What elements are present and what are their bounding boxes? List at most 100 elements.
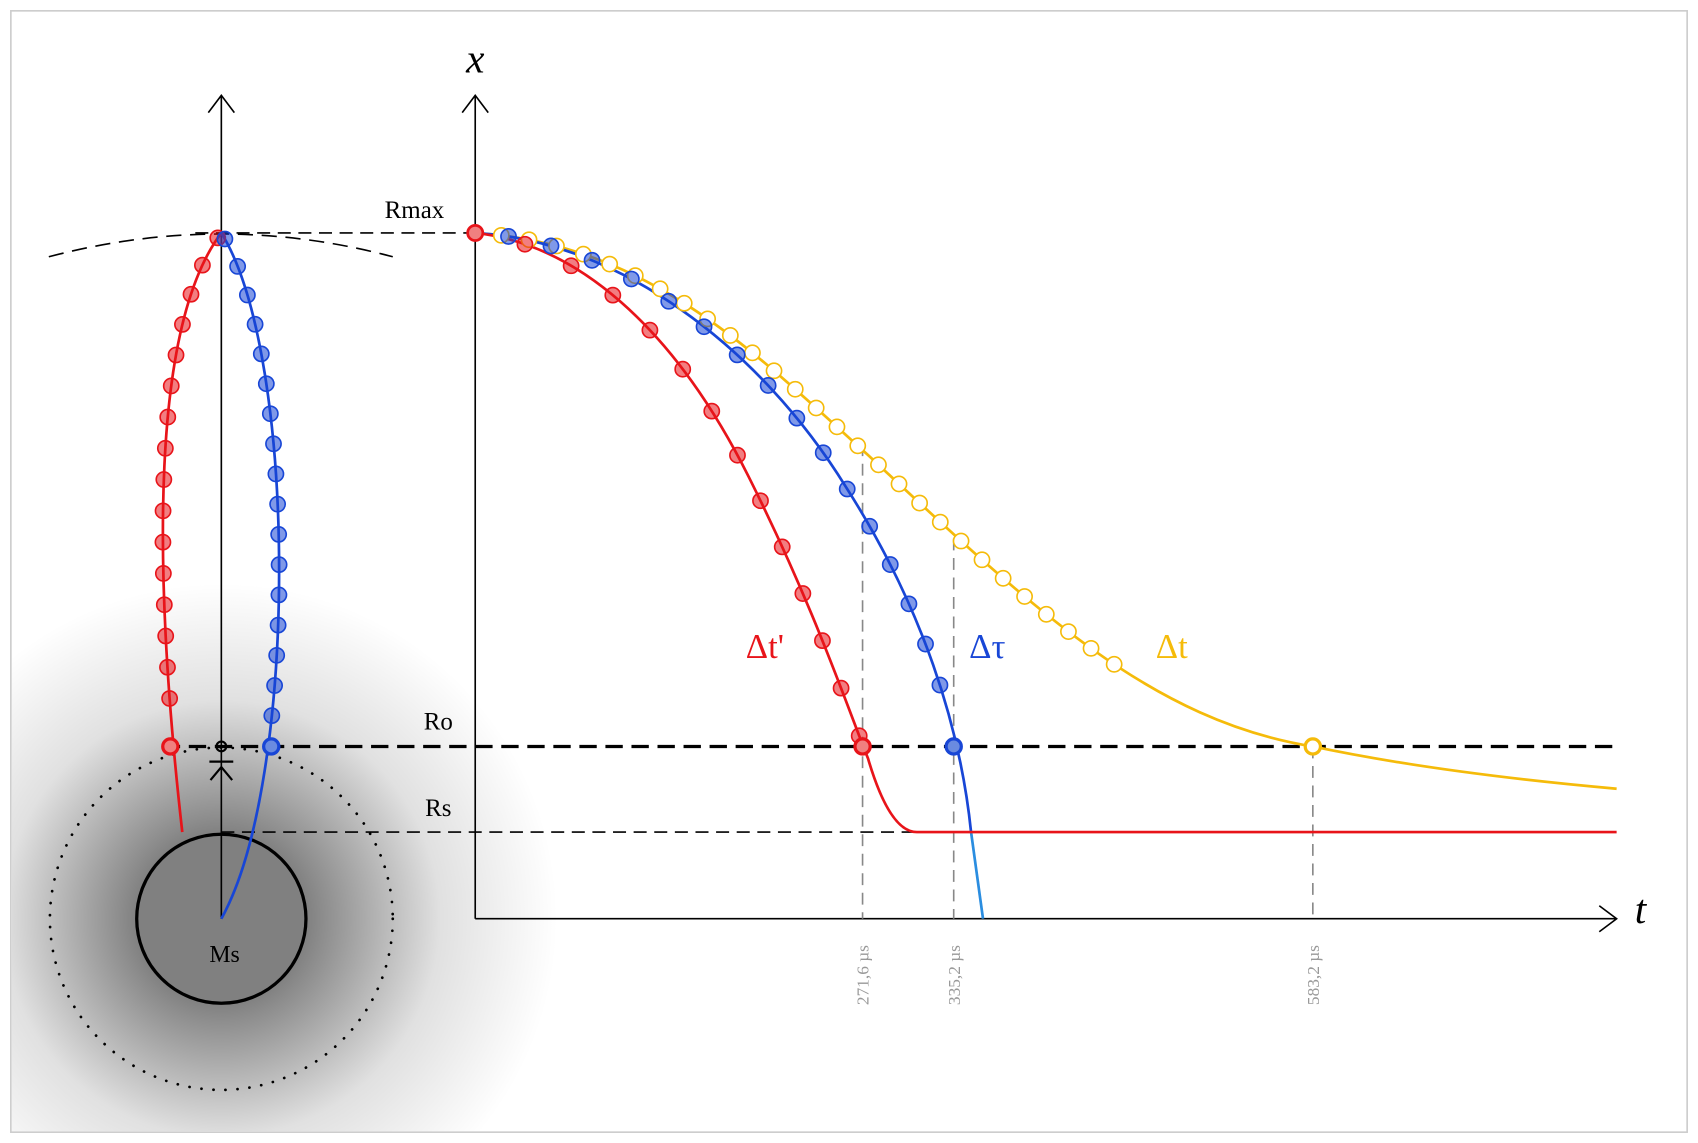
observer [209,740,234,781]
dot [583,251,601,269]
dot [266,677,284,694]
dot [154,565,172,582]
time-label: 271,6 µs [854,945,873,1005]
curve-tau [475,231,973,833]
dots-left [154,229,288,725]
dot [270,525,288,543]
curve-label: Δt' [746,627,784,666]
dot [651,280,669,298]
dot [752,492,769,510]
marker [944,737,963,756]
dot [500,228,517,245]
dot [1105,655,1123,673]
level-label: Rs [425,795,451,822]
marker [466,223,485,242]
dot [695,318,713,336]
dot [261,405,279,423]
level-label: Ro [424,708,453,735]
dot [773,538,791,556]
dot [794,585,812,602]
dot [814,632,831,650]
dot [759,377,777,394]
dot [849,437,867,455]
dot [265,435,282,453]
dot [675,294,693,312]
dot [246,315,264,333]
dot [881,556,899,573]
marker [161,737,180,756]
dot [744,344,761,362]
dot [194,256,211,274]
dot [269,495,287,513]
dot [641,321,659,339]
time-label: 583,2 µs [1304,945,1323,1005]
dot [973,551,991,569]
mass-label: Ms [209,942,240,968]
dot [159,408,177,426]
dot [263,707,281,725]
dot [994,569,1012,587]
dot [721,327,739,344]
curve-label: Δt [1156,627,1188,666]
dot [604,286,622,304]
dot [765,362,783,380]
curve-proper [475,231,1617,834]
time-label: 335,2 µs [945,945,964,1005]
dot [729,446,746,464]
arrow [461,93,489,114]
dot [154,502,172,520]
curve-tau-tail [969,831,985,919]
dot [1037,605,1055,623]
axis-label: t [1635,886,1648,932]
dot [542,237,560,255]
dots-right [492,226,1123,745]
dot [157,627,175,645]
dot [838,480,856,498]
dot [622,270,640,288]
dot [1060,623,1077,641]
dot [890,475,908,493]
dot [911,494,929,512]
dot [268,646,286,664]
dot [674,360,692,378]
dot [562,257,580,275]
dot [931,676,949,694]
arrow [207,93,236,114]
dot [269,616,287,634]
dot [155,471,173,488]
curve-label: Δτ [969,627,1005,666]
dot [900,595,918,613]
dot [870,456,887,474]
dot [162,377,180,395]
dot [952,532,970,550]
dot [917,635,934,653]
gravity-halo [11,582,566,1132]
dot [154,533,172,551]
dot [155,596,173,614]
dot [257,375,275,393]
marker [853,737,872,756]
dot [601,255,619,273]
dot [182,285,200,303]
dot [788,409,806,427]
dot [828,418,846,436]
dot [516,235,534,253]
dot [703,402,721,420]
axis-label: x [465,35,484,81]
dot [161,690,179,707]
dot [660,292,678,310]
level-label: Rmax [385,197,445,224]
dot [159,658,176,676]
dot [216,230,234,248]
dot [156,439,174,457]
dot [832,679,850,697]
dot [931,513,949,531]
dot [229,258,247,275]
marker [1303,737,1323,756]
marker [262,737,281,756]
dot [861,517,879,535]
dot [270,586,288,604]
dot [728,346,746,364]
